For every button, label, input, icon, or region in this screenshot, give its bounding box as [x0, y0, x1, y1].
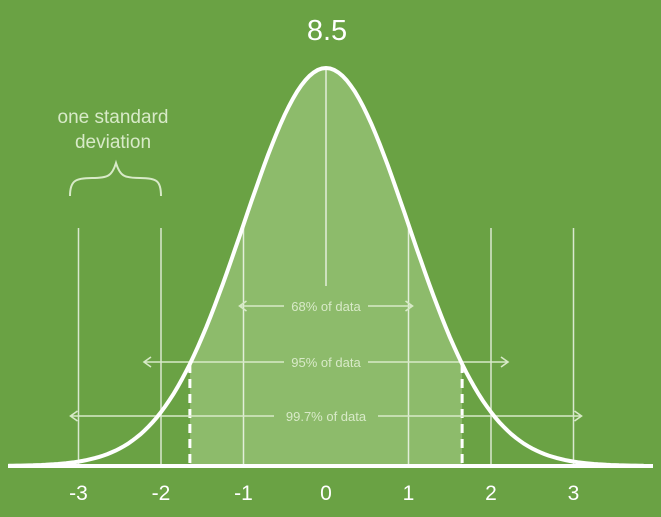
tick-label: -3 — [69, 482, 88, 505]
range-label: 95% of data — [291, 355, 361, 370]
arrowhead-left — [142, 356, 152, 368]
tick-label: -2 — [152, 482, 171, 505]
tick-label: -1 — [234, 482, 253, 505]
range-label: 99.7% of data — [286, 409, 367, 424]
annotation-brace — [69, 159, 162, 197]
tick-label: 0 — [320, 482, 332, 505]
bell-curve — [8, 65, 644, 468]
tick-label: 3 — [568, 482, 580, 505]
arrowhead-right — [500, 356, 510, 368]
annotation-line2: deviation — [75, 132, 151, 153]
peak-label: 8.5 — [307, 15, 347, 47]
range-label: 68% of data — [291, 299, 361, 314]
arrowhead-right — [574, 410, 583, 422]
sd-gridlines — [77, 70, 575, 466]
tick-labels: -3 -2 -1 0 1 2 3 — [69, 482, 579, 505]
annotation-line1: one standard — [58, 107, 169, 128]
range-arrows: 68% of data 95% of data 99.7% of data — [69, 299, 583, 424]
arrowhead-right — [405, 300, 414, 312]
arrowhead-left — [69, 410, 78, 422]
tick-label: 2 — [485, 482, 497, 505]
arrowhead-left — [238, 300, 247, 312]
tick-label: 1 — [403, 482, 415, 505]
